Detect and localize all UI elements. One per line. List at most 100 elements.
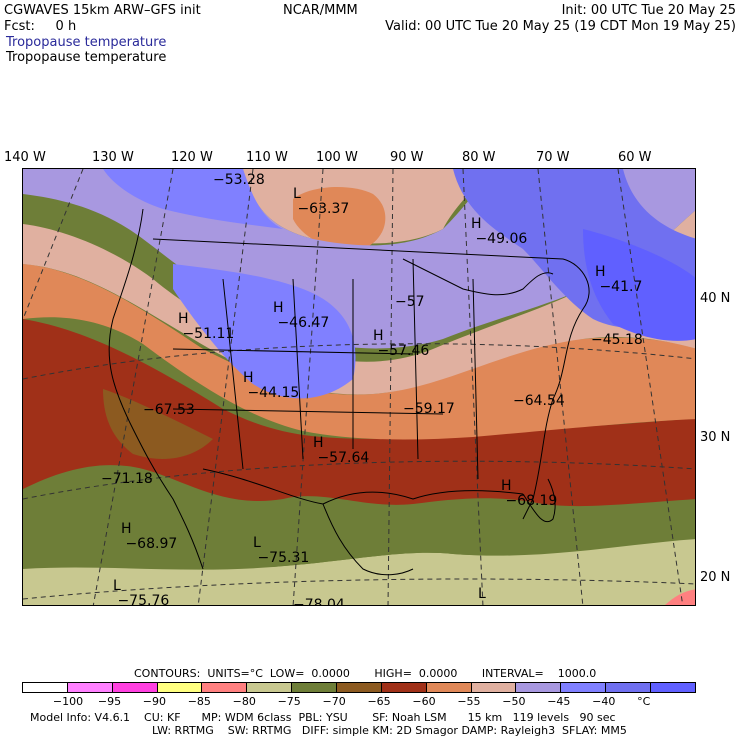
init-time: Init: 00 UTC Tue 20 May 25 [561,3,736,18]
state-border [172,258,479,480]
colorbar-label: −40 [592,695,616,708]
color-swatch [157,683,203,692]
color-swatch [426,683,472,692]
map-label: H −41.7 [595,264,643,295]
longitude-line [537,169,584,605]
florida-coast [522,478,556,522]
valid-time: Valid: 00 UTC Tue 20 May 25 (19 CDT Mon … [385,19,736,34]
longitude-line [387,169,394,605]
color-swatch [247,683,293,692]
color-swatch [561,683,607,692]
map-label: −53.28 [213,172,265,188]
map-label: L −75.76 [113,578,170,606]
temperature-band [583,229,695,341]
colorbar-label: −85 [187,695,211,708]
map-label: H −46.47 [273,300,330,331]
lon-label: 130 W [92,150,134,165]
longitude-line [92,169,174,605]
map-label: H −57.64 [313,435,370,466]
lon-label: 90 W [390,150,424,165]
color-swatch [292,683,338,692]
latitude-line [23,343,695,380]
color-swatch [471,683,517,692]
map-label: H −51.11 [178,311,235,342]
org-label: NCAR/MMM [283,3,358,18]
latitude-line [23,460,695,500]
lat-label: 20 N [700,570,731,585]
color-swatch [202,683,248,692]
lat-label: 30 N [700,430,731,445]
color-swatch [606,683,652,692]
map-label: −67.53 [143,402,195,418]
gulf-coast [202,468,524,505]
colorbar-label: °C [637,695,651,708]
lon-label: 140 W [4,150,46,165]
latitude-line [23,578,695,600]
colorbar-label: −95 [97,695,122,708]
contour-info: CONTOURS: UNITS=°C LOW= 0.0000 HIGH= 0.0… [134,667,597,680]
color-swatch [337,683,382,692]
field-title-1: Tropopause temperature [6,35,167,50]
colorbar-label: −45 [547,695,571,708]
temperature-band [23,534,695,605]
lon-label: 100 W [316,150,358,165]
color-swatch [516,683,562,692]
color-swatch [112,683,158,692]
temperature-band [103,169,283,229]
map-label: −59.17 [403,401,455,417]
map-label: H −68.97 [121,521,178,552]
color-swatch [381,683,427,692]
map-label: −45.18 [591,332,643,348]
colorbar-label: −65 [367,695,391,708]
map-label: −57 [395,294,425,310]
colorbar-label: −55 [457,695,481,708]
map-label: H −44.15 [243,370,300,401]
map-canvas [23,169,695,605]
colorbar-label: −75 [277,695,301,708]
color-swatch [67,683,113,692]
temperature-band [103,389,213,459]
lon-label: 80 W [462,150,496,165]
color-swatch [23,683,68,692]
model-title: CGWAVES 15km ARW–GFS init [4,3,201,18]
color-swatch [651,683,695,692]
model-info: Model Info: V4.6.1 CU: KF MP: WDM 6class… [30,711,616,724]
colorbar-label: −90 [142,695,167,708]
lon-label: 60 W [618,150,652,165]
border [152,238,590,520]
map-label: −78.04 [293,597,345,606]
coastline [108,208,204,570]
map-label: L [478,586,486,602]
temperature-band [253,487,695,567]
field-title-2: Tropopause temperature [6,50,167,65]
lon-label: 70 W [536,150,570,165]
map-label: L −63.37 [293,186,350,217]
lat-label: 40 N [700,291,731,306]
forecast-hour: Fcst: 0 h [4,19,77,34]
lon-label: 110 W [246,150,288,165]
colorbar-label: −70 [322,695,346,708]
longitude-line [197,169,254,605]
map-label: H −57.46 [373,328,430,359]
map-label: H −68.19 [501,478,558,509]
mexico-coast [322,503,414,576]
temperature-band [665,589,695,605]
longitude-line [617,169,684,605]
map-label: L −75.31 [253,535,310,566]
weather-map: −53.28 L −63.37 H −49.06 H −41.7 −57 H −51.11… [22,168,696,606]
temperature-band [293,187,386,250]
colorbar-label: −50 [502,695,526,708]
colorbar-label: −80 [232,695,256,708]
longitude-line [462,169,484,605]
longitude-line [292,169,324,605]
temperature-band [23,264,695,440]
temperature-band [23,210,695,395]
colorbar-label: −60 [412,695,436,708]
map-label: −64.54 [513,393,565,409]
temperature-band [23,319,695,507]
physics-info: LW: RRTMG SW: RRTMG DIFF: simple KM: 2D … [152,724,627,737]
map-label: −71.18 [101,471,153,487]
temperature-band [173,264,356,399]
color-scale [22,682,696,693]
map-label: H −49.06 [471,216,528,247]
